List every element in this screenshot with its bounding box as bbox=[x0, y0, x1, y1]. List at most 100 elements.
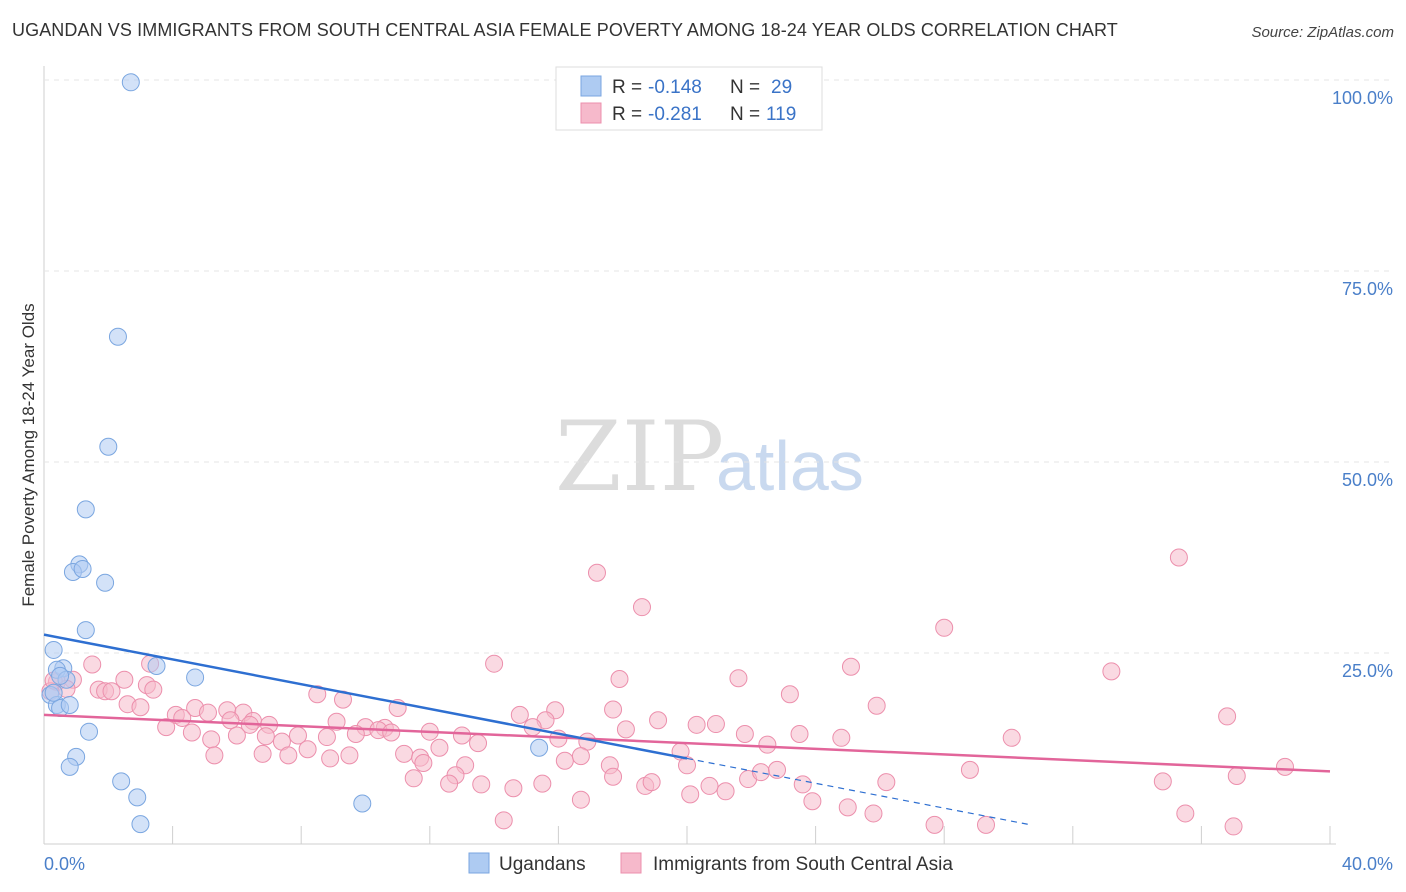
immigrants-point bbox=[867, 696, 886, 715]
legend-r-label-1: R = bbox=[612, 77, 642, 98]
immigrants-point bbox=[1153, 772, 1172, 791]
bottom-legend-swatch-immigrants bbox=[620, 852, 642, 874]
source-credit: Source: ZipAtlas.com bbox=[1251, 24, 1394, 41]
x-tick-label-min: 0.0% bbox=[44, 854, 85, 874]
ugandans-point bbox=[44, 683, 63, 702]
immigrants-point bbox=[678, 756, 696, 775]
immigrants-point bbox=[832, 728, 851, 747]
immigrants-point bbox=[494, 811, 513, 830]
immigrants-trend-line bbox=[43, 713, 1331, 773]
immigrants-point bbox=[144, 680, 163, 699]
y-tick-label: 75.0% bbox=[1342, 279, 1393, 299]
ugandans-point bbox=[128, 788, 147, 807]
ugandans-point bbox=[51, 666, 70, 685]
ugandans-point bbox=[96, 573, 115, 592]
immigrants-point bbox=[1218, 707, 1237, 726]
immigrants-point bbox=[279, 746, 298, 765]
immigrants-point bbox=[1227, 767, 1246, 786]
immigrants-point bbox=[1176, 804, 1195, 823]
immigrants-point bbox=[253, 744, 272, 763]
y-tick-label: 100.0% bbox=[1332, 88, 1393, 108]
immigrants-point bbox=[841, 657, 860, 676]
immigrants-point bbox=[452, 726, 471, 745]
legend-swatch-immigrants bbox=[580, 102, 602, 124]
immigrants-point bbox=[706, 715, 725, 734]
immigrants-point bbox=[485, 654, 504, 673]
immigrants-point bbox=[976, 815, 995, 834]
immigrants-point bbox=[803, 792, 822, 811]
ugandans-point bbox=[131, 815, 150, 834]
immigrants-point bbox=[83, 655, 102, 674]
immigrants-point bbox=[308, 685, 327, 704]
ugandans-point bbox=[76, 621, 95, 640]
stats-legend: R = -0.148 N = 29 R = -0.281 N = 119 bbox=[555, 66, 823, 131]
legend-r-label-2: R = bbox=[612, 104, 642, 125]
ugandans-trend-line bbox=[43, 633, 688, 760]
ugandans-point bbox=[353, 794, 372, 813]
immigrants-point bbox=[395, 744, 414, 763]
ugandans-point bbox=[530, 738, 549, 757]
ugandans-point bbox=[76, 500, 95, 519]
legend-n-value-1: 29 bbox=[771, 77, 792, 98]
immigrants-point bbox=[700, 776, 719, 795]
legend-r-value-1: -0.148 bbox=[648, 77, 702, 98]
grid-lines bbox=[44, 79, 1393, 654]
immigrants-point bbox=[735, 724, 754, 743]
ugandans-point bbox=[80, 722, 99, 741]
immigrants-point bbox=[472, 775, 491, 794]
immigrants-point bbox=[758, 735, 777, 754]
immigrants-point bbox=[430, 738, 449, 757]
y-tick-label: 25.0% bbox=[1342, 661, 1393, 681]
immigrants-point bbox=[1275, 757, 1294, 776]
bottom-legend-label-ugandans: Ugandans bbox=[499, 854, 586, 875]
immigrants-point bbox=[510, 705, 529, 724]
immigrants-point bbox=[327, 712, 346, 731]
immigrants-point bbox=[925, 815, 944, 834]
immigrants-point bbox=[1002, 728, 1021, 747]
immigrants-point bbox=[793, 775, 812, 794]
immigrants-point bbox=[131, 698, 150, 717]
immigrants-point bbox=[256, 727, 275, 746]
immigrants-point bbox=[404, 769, 423, 788]
trend-lines bbox=[43, 633, 1331, 826]
immigrants-point bbox=[768, 760, 787, 779]
immigrants-point bbox=[681, 785, 700, 804]
immigrants-point bbox=[440, 774, 459, 793]
x-tick-marks bbox=[172, 826, 1331, 844]
ugandans-point bbox=[112, 772, 131, 791]
ugandans-point bbox=[73, 559, 92, 578]
immigrants-point bbox=[1224, 817, 1243, 836]
legend-n-value-2: 119 bbox=[766, 104, 796, 125]
series-immigrants-points bbox=[41, 548, 1294, 836]
immigrants-point bbox=[202, 730, 221, 749]
immigrants-point bbox=[298, 740, 317, 759]
immigrants-point bbox=[935, 618, 954, 637]
immigrants-point bbox=[555, 751, 574, 770]
immigrants-point bbox=[102, 682, 121, 701]
y-tick-label: 50.0% bbox=[1342, 470, 1393, 490]
x-tick-label-max: 40.0% bbox=[1342, 854, 1393, 874]
immigrants-point bbox=[504, 779, 523, 798]
immigrants-point bbox=[321, 749, 340, 768]
immigrants-point bbox=[1102, 662, 1121, 681]
immigrants-point bbox=[604, 767, 623, 786]
series-legend: Ugandans Immigrants from South Central A… bbox=[468, 852, 953, 875]
immigrants-point bbox=[587, 563, 606, 582]
immigrants-point bbox=[382, 723, 401, 742]
immigrants-point bbox=[571, 790, 590, 809]
immigrants-point bbox=[173, 708, 192, 727]
immigrants-point bbox=[790, 724, 809, 743]
immigrants-point bbox=[340, 746, 359, 765]
legend-n-label-1: N = bbox=[730, 77, 760, 98]
ugandans-trend-extension bbox=[686, 757, 1032, 826]
watermark-atlas: atlas bbox=[716, 427, 864, 505]
legend-swatch-ugandans bbox=[580, 75, 602, 97]
immigrants-point bbox=[751, 763, 770, 782]
ugandans-point bbox=[108, 327, 127, 346]
ugandans-point bbox=[147, 656, 166, 675]
immigrants-point bbox=[649, 711, 668, 730]
immigrants-point bbox=[877, 773, 896, 792]
ugandans-point bbox=[99, 437, 118, 456]
ugandans-point bbox=[44, 640, 63, 659]
bottom-legend-label-immigrants: Immigrants from South Central Asia bbox=[653, 854, 953, 875]
